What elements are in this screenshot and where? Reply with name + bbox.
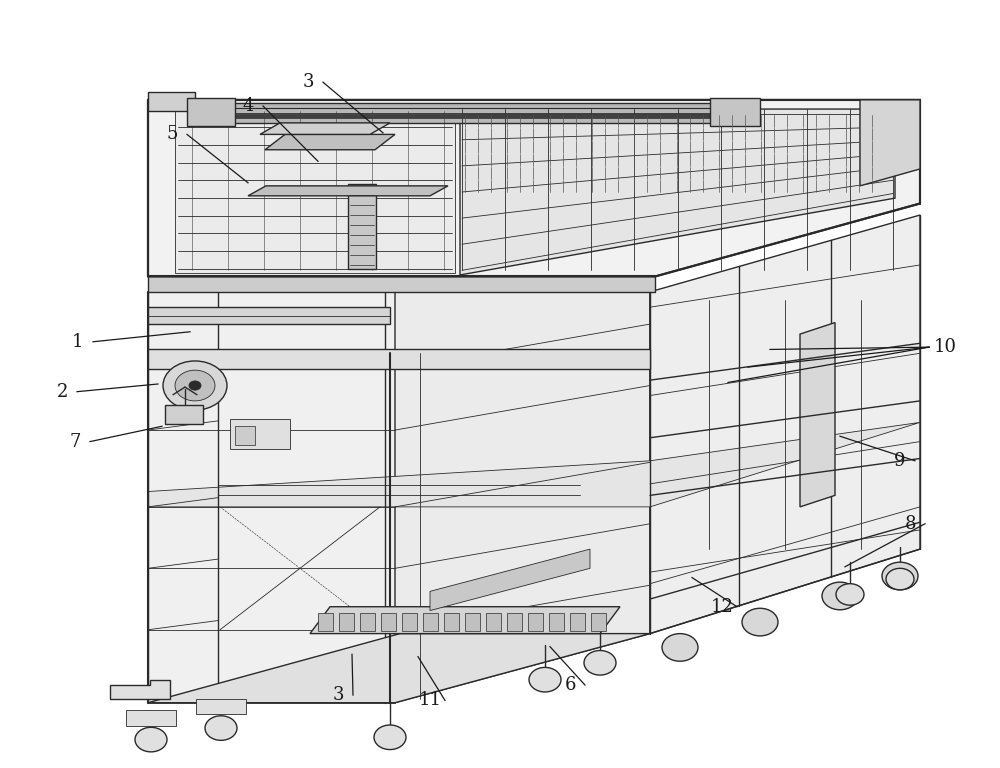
Polygon shape: [148, 422, 920, 507]
Polygon shape: [248, 186, 448, 196]
Text: 10: 10: [934, 338, 956, 356]
Polygon shape: [860, 100, 920, 186]
Text: 3: 3: [302, 73, 314, 91]
Polygon shape: [800, 323, 835, 507]
Bar: [444, 613, 459, 631]
Polygon shape: [148, 92, 195, 111]
Text: 7: 7: [69, 432, 81, 451]
Bar: [402, 613, 417, 631]
Polygon shape: [196, 699, 246, 714]
Text: 2: 2: [56, 382, 68, 401]
Text: 1: 1: [72, 333, 84, 351]
Polygon shape: [650, 215, 920, 634]
Polygon shape: [148, 100, 920, 276]
Polygon shape: [148, 292, 395, 703]
Text: 9: 9: [894, 452, 906, 470]
Bar: [318, 613, 333, 631]
Bar: [230, 419, 290, 449]
Circle shape: [189, 381, 201, 390]
Bar: [381, 613, 396, 631]
Polygon shape: [260, 123, 390, 134]
Text: 11: 11: [418, 691, 442, 710]
Bar: [360, 613, 375, 631]
Text: 5: 5: [166, 125, 178, 144]
Circle shape: [742, 608, 778, 636]
Polygon shape: [460, 109, 895, 275]
Circle shape: [135, 727, 167, 752]
Polygon shape: [165, 405, 203, 424]
Polygon shape: [348, 184, 376, 269]
Polygon shape: [310, 607, 620, 634]
Polygon shape: [430, 549, 590, 611]
Circle shape: [662, 634, 698, 661]
Circle shape: [374, 725, 406, 750]
Bar: [549, 613, 564, 631]
Polygon shape: [110, 680, 170, 699]
Bar: [528, 613, 543, 631]
Bar: [465, 613, 480, 631]
Polygon shape: [148, 349, 650, 369]
Polygon shape: [187, 98, 235, 126]
Text: 3: 3: [332, 686, 344, 704]
Circle shape: [205, 716, 237, 740]
Circle shape: [886, 568, 914, 590]
Polygon shape: [148, 276, 218, 703]
Bar: [339, 613, 354, 631]
Bar: [591, 613, 606, 631]
Circle shape: [822, 582, 858, 610]
Bar: [507, 613, 522, 631]
Polygon shape: [148, 634, 650, 703]
Circle shape: [836, 584, 864, 605]
Bar: [235, 426, 255, 445]
Circle shape: [529, 667, 561, 692]
Text: 6: 6: [564, 676, 576, 694]
Circle shape: [584, 650, 616, 675]
Text: 8: 8: [904, 515, 916, 533]
Polygon shape: [148, 276, 655, 292]
Circle shape: [163, 361, 227, 410]
Polygon shape: [126, 710, 176, 726]
Polygon shape: [265, 134, 395, 150]
Polygon shape: [195, 103, 720, 123]
Circle shape: [882, 562, 918, 590]
Polygon shape: [175, 109, 455, 273]
Polygon shape: [395, 292, 650, 703]
Circle shape: [175, 370, 215, 401]
Bar: [570, 613, 585, 631]
Text: 12: 12: [711, 598, 733, 616]
Bar: [486, 613, 501, 631]
Text: 4: 4: [242, 97, 254, 115]
Polygon shape: [710, 98, 760, 126]
Bar: [423, 613, 438, 631]
Polygon shape: [148, 307, 390, 324]
